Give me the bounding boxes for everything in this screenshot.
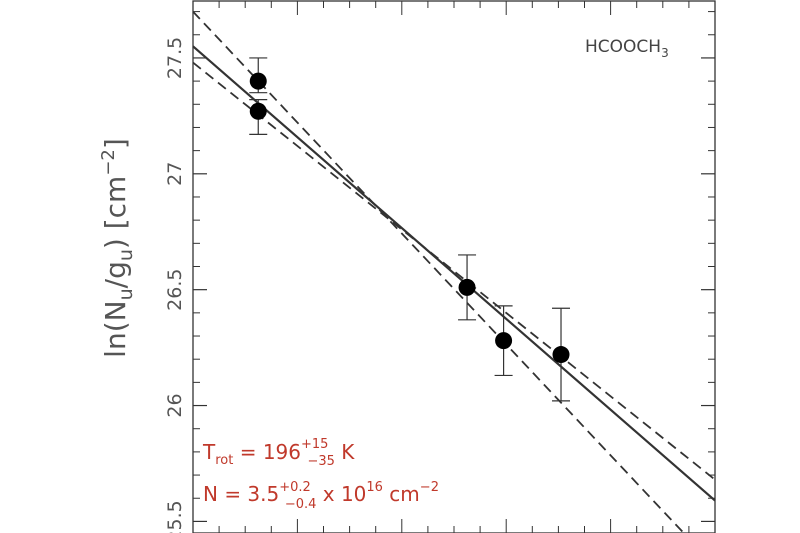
- y-tick-labels: 25.5 26 26.5 27 27.5: [164, 37, 186, 533]
- molecule-label: HCOOCH3: [585, 37, 669, 60]
- data-point: [552, 346, 570, 364]
- y-tick-label: 26: [164, 393, 186, 417]
- y-tick-label: 27.5: [164, 37, 186, 79]
- data-point: [458, 278, 476, 296]
- data-point: [249, 102, 267, 120]
- best-fit-line: [192, 45, 716, 502]
- data-points: [249, 57, 571, 402]
- y-axis-label: ln(Nu/gu) [cm−2]: [98, 138, 137, 358]
- fit-lines: [192, 10, 716, 533]
- column-density-annotation: N = 3.5+0.2 −0.4 x 1016 cm−2: [203, 480, 439, 512]
- x-ticks: [192, 1, 716, 533]
- y-tick-label: 27: [164, 162, 186, 186]
- data-point: [495, 332, 513, 350]
- y-tick-label: 26.5: [164, 269, 186, 311]
- rotation-temperature-annotation: Trot = 196+15 −35 K: [202, 437, 355, 469]
- uncertainty-bound-line: [192, 10, 685, 533]
- data-point: [249, 72, 267, 90]
- uncertainty-bound-line: [192, 61, 716, 481]
- y-tick-label: 25.5: [164, 500, 186, 533]
